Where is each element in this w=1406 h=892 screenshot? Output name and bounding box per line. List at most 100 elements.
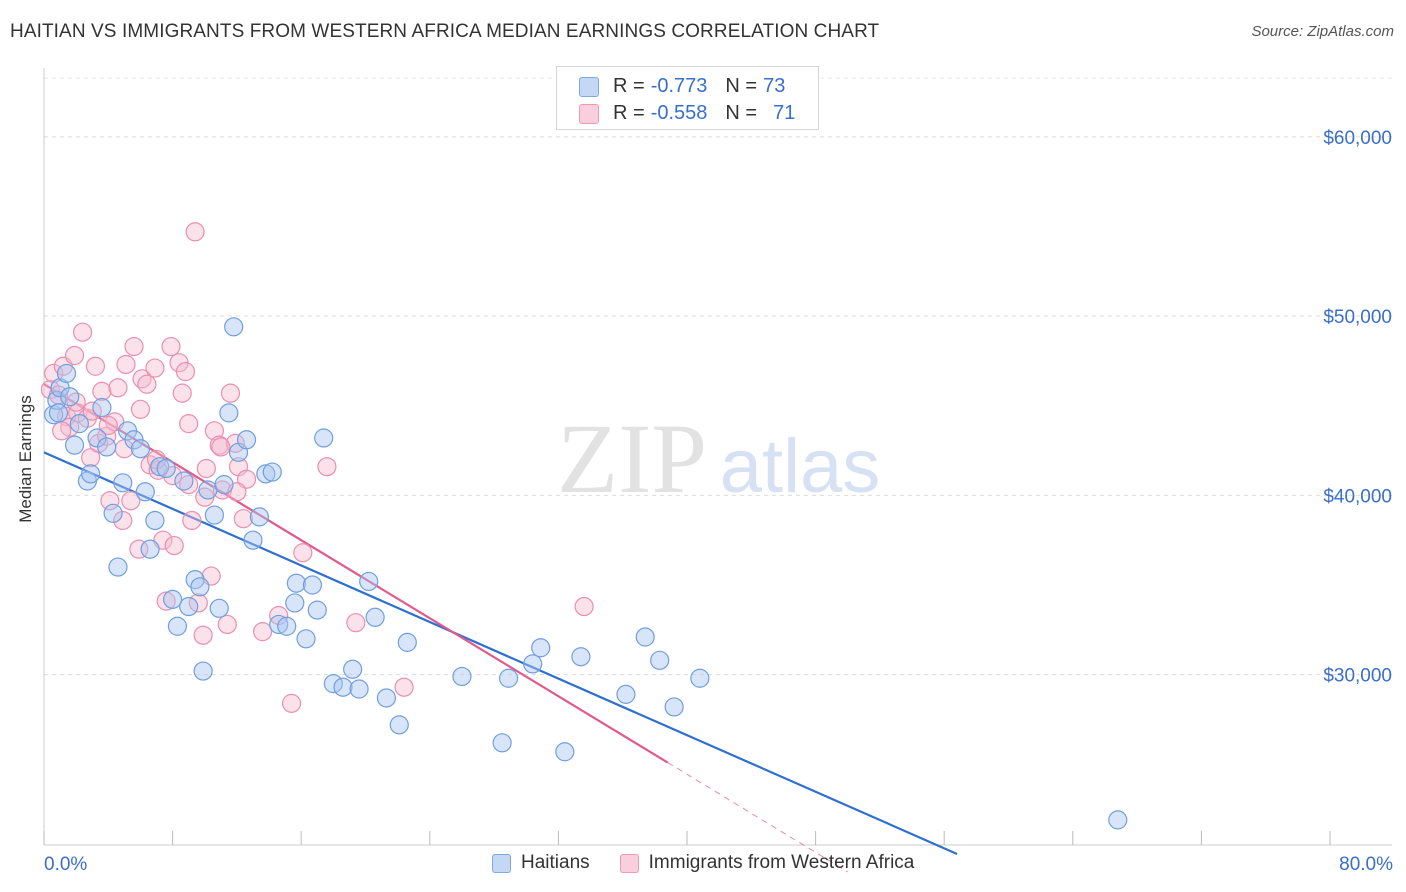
western-africa-point: [233, 509, 253, 529]
western-africa-point: [182, 510, 202, 531]
legend-r-label: R =: [613, 75, 645, 97]
watermark-atlas: atlas: [720, 424, 881, 509]
legend-swatch-haitians: [492, 853, 511, 873]
haitians-point: [256, 464, 276, 484]
haitians-point: [285, 593, 305, 613]
legend-n-label: N =: [725, 102, 758, 124]
x-tick-label: 80.0%: [1339, 854, 1393, 875]
legend-swatch-western-africa: [579, 103, 599, 124]
haitians-point: [277, 616, 297, 636]
haitians-point: [376, 688, 396, 708]
watermark-zip: ZIP: [557, 403, 707, 514]
haitians-point: [140, 539, 160, 559]
haitians-point: [204, 505, 224, 525]
haitians-point: [333, 677, 353, 697]
haitians-point: [97, 437, 117, 457]
haitians-point: [69, 414, 89, 434]
western-africa-point: [64, 345, 85, 366]
western-africa-point: [113, 510, 133, 531]
western-africa-trend-line: [43, 383, 669, 764]
western-africa-point: [52, 421, 72, 441]
correlation-legend: R = -0.773 N = 73 R = -0.558 N = 71: [556, 66, 819, 130]
western-africa-point: [108, 378, 128, 398]
western-africa-point: [179, 414, 199, 434]
western-africa-point: [175, 362, 196, 382]
western-africa-point: [145, 358, 165, 378]
western-africa-point: [137, 374, 157, 394]
legend-n-value: 73: [763, 75, 786, 97]
western-africa-point: [253, 622, 273, 642]
haitians-point: [531, 638, 551, 658]
western-africa-point: [164, 535, 184, 556]
watermark: ZIP atlas: [557, 403, 880, 514]
western-africa-point: [92, 381, 112, 401]
western-africa-point: [220, 383, 241, 403]
x-tick-label: 0.0%: [44, 854, 87, 875]
haitians-point: [150, 457, 170, 477]
haitians-point: [269, 614, 289, 635]
haitians-point: [664, 697, 684, 717]
western-africa-point: [394, 677, 414, 697]
haitians-point: [296, 629, 316, 649]
haitians-point: [64, 435, 85, 455]
haitians-point: [555, 742, 575, 762]
haitians-point: [135, 482, 155, 502]
haitians-point: [690, 668, 710, 688]
legend-row-haitians: R = -0.773 N = 73: [579, 75, 785, 98]
haitians-point: [616, 684, 636, 704]
western-africa-point: [129, 539, 149, 559]
western-africa-point: [161, 336, 181, 357]
haitians-point: [56, 363, 77, 384]
haitians-point: [174, 471, 194, 491]
haitians-point: [214, 475, 234, 495]
haitians-point: [359, 571, 379, 592]
western-africa-point: [293, 543, 313, 563]
haitians-point: [193, 661, 213, 681]
western-africa-point: [66, 392, 86, 412]
haitians-point: [198, 480, 218, 500]
haitians-point: [113, 473, 133, 493]
legend-swatch-haitians: [579, 76, 599, 97]
western-africa-point: [124, 336, 144, 357]
haitians-point: [571, 647, 591, 667]
legend-item-western-africa: Immigrants from Western Africa: [619, 852, 914, 874]
haitians-point: [224, 317, 244, 337]
legend-swatch-western-africa: [619, 853, 639, 873]
haitians-point: [163, 589, 183, 609]
y-tick-label: $60,000: [1323, 128, 1392, 149]
western-africa-point: [204, 421, 224, 441]
tick-labels: $30,000 $40,000 $50,000 $60,000 0.0% 80.0%: [44, 128, 1393, 875]
western-africa-point: [281, 693, 302, 713]
haitians-point: [523, 654, 543, 674]
western-africa-point: [116, 354, 136, 375]
haitians-point: [60, 387, 80, 407]
haitians-point: [314, 428, 334, 448]
haitians-point: [286, 573, 306, 593]
western-africa-point: [317, 457, 337, 477]
gridlines: [44, 77, 1392, 676]
y-tick-label: $50,000: [1323, 307, 1392, 328]
chart-title: HAITIAN VS IMMIGRANTS FROM WESTERN AFRIC…: [10, 21, 880, 42]
series-legend: Haitians Immigrants from Western Africa: [492, 852, 944, 874]
western-africa-point: [85, 356, 106, 376]
western-africa-point: [196, 458, 216, 479]
legend-r-value: -0.558: [650, 102, 708, 124]
haitians-point: [48, 403, 69, 423]
western-africa-point: [346, 613, 366, 633]
western-africa-point: [121, 491, 141, 511]
western-africa-point: [185, 222, 205, 242]
haitians-point: [650, 650, 670, 670]
haitians-trend-line: [43, 451, 958, 855]
western-africa-point: [193, 625, 213, 645]
y-tick-label: $40,000: [1323, 486, 1392, 507]
legend-n-label: N =: [725, 75, 758, 97]
series-haitians-points: [44, 317, 1128, 830]
haitians-point: [365, 607, 385, 627]
y-tick-label: $30,000: [1323, 666, 1392, 687]
legend-label-haitians: Haitians: [521, 852, 590, 873]
western-africa-point: [211, 437, 231, 457]
legend-n-value: 71: [773, 102, 796, 124]
haitians-point: [1108, 810, 1128, 830]
haitians-point: [156, 458, 176, 479]
western-africa-point: [81, 448, 101, 468]
